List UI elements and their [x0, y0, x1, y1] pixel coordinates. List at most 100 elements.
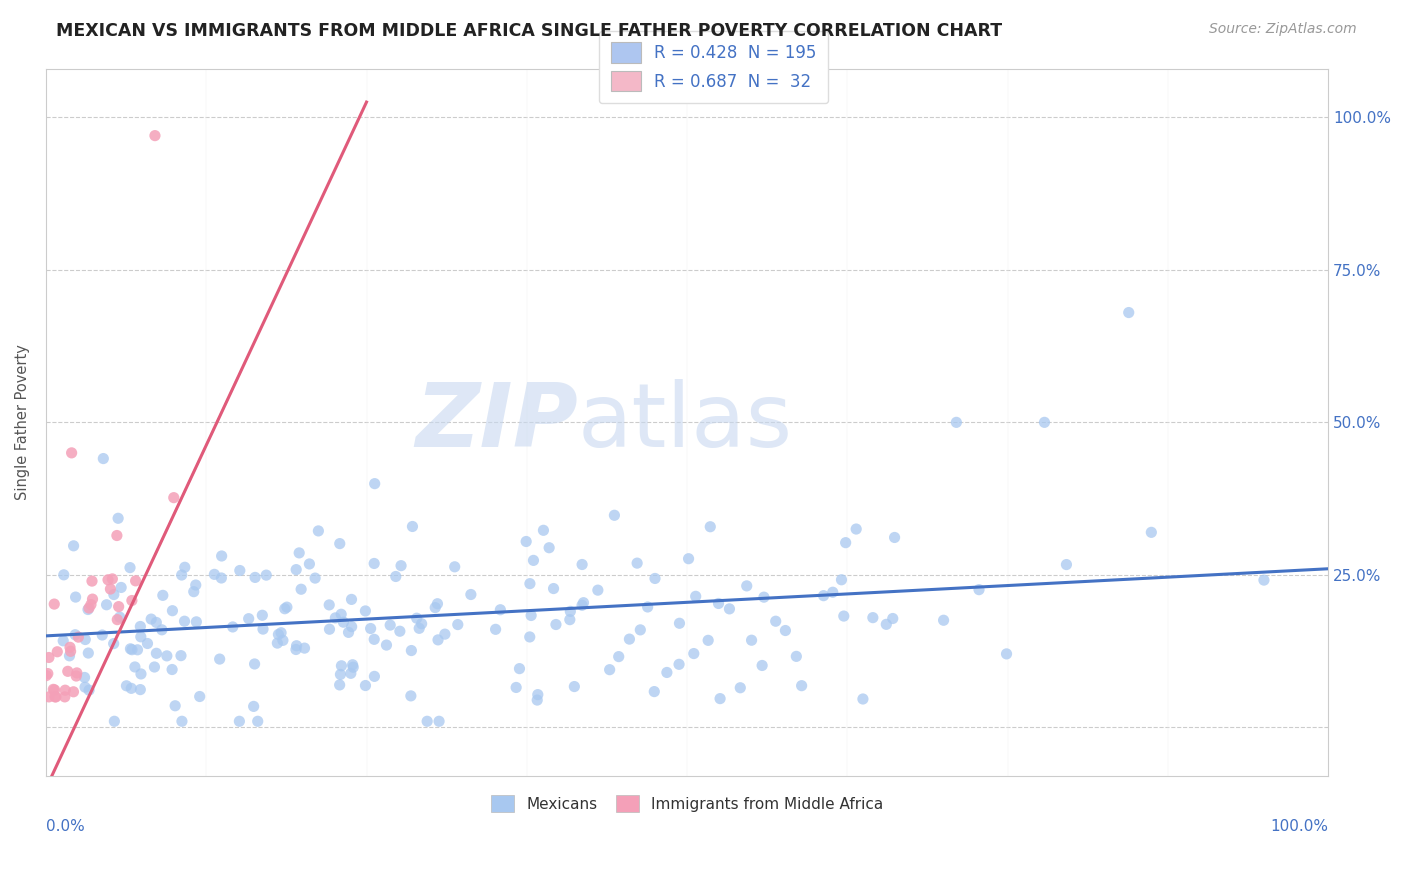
Point [862, 610, 884, 624]
Point [318, 622, 340, 636]
Point [285, 563, 308, 577]
Point [298, 557, 321, 571]
Point [325, 611, 347, 625]
Point [107, 599, 129, 614]
Point [96, 598, 118, 612]
Point [1033, 415, 1056, 429]
Point [62, 685, 84, 699]
Point [735, 579, 758, 593]
Point [875, 617, 897, 632]
Point [668, 657, 690, 672]
Point [340, 592, 363, 607]
Point [120, 681, 142, 696]
Point [65, 669, 87, 683]
Point [363, 557, 385, 571]
Point [709, 691, 731, 706]
Point [329, 678, 352, 692]
Point [967, 582, 990, 597]
Point [384, 569, 406, 583]
Point [564, 680, 586, 694]
Point [730, 681, 752, 695]
Point [932, 613, 955, 627]
Point [1054, 558, 1077, 572]
Point [150, 623, 173, 637]
Point [697, 633, 720, 648]
Point [143, 128, 166, 143]
Point [105, 613, 128, 627]
Legend: Mexicans, Immigrants from Middle Africa: Mexicans, Immigrants from Middle Africa [485, 789, 889, 818]
Point [271, 633, 294, 648]
Point [586, 583, 609, 598]
Point [416, 714, 439, 729]
Point [38, 650, 60, 665]
Point [209, 571, 232, 585]
Point [170, 714, 193, 729]
Point [599, 663, 621, 677]
Point [63, 628, 86, 642]
Point [883, 531, 905, 545]
Point [637, 599, 659, 614]
Point [401, 643, 423, 657]
Point [243, 657, 266, 671]
Point [830, 573, 852, 587]
Point [100, 582, 122, 596]
Point [643, 684, 665, 698]
Point [707, 597, 730, 611]
Point [188, 690, 211, 704]
Text: ZIP: ZIP [415, 379, 578, 466]
Point [38, 690, 60, 704]
Point [242, 699, 264, 714]
Point [284, 642, 307, 657]
Point [520, 608, 543, 623]
Point [77, 601, 100, 615]
Point [145, 646, 167, 660]
Point [186, 615, 208, 629]
Point [527, 688, 550, 702]
Point [380, 618, 402, 632]
Point [270, 625, 292, 640]
Point [44, 597, 66, 611]
Point [790, 679, 813, 693]
Point [121, 593, 143, 607]
Point [433, 627, 456, 641]
Point [533, 524, 555, 538]
Point [538, 541, 561, 555]
Point [53, 683, 76, 698]
Point [408, 621, 430, 635]
Point [91, 451, 114, 466]
Point [129, 682, 152, 697]
Point [603, 508, 626, 523]
Point [202, 567, 225, 582]
Point [294, 641, 316, 656]
Point [160, 663, 183, 677]
Point [37, 666, 59, 681]
Point [183, 584, 205, 599]
Point [136, 636, 159, 650]
Point [52, 633, 75, 648]
Point [129, 667, 152, 681]
Point [332, 615, 354, 630]
Point [1118, 305, 1140, 319]
Point [44, 690, 66, 704]
Point [460, 587, 482, 601]
Point [108, 610, 131, 624]
Point [77, 602, 100, 616]
Point [274, 601, 297, 615]
Point [411, 616, 433, 631]
Point [143, 660, 166, 674]
Point [80, 574, 103, 588]
Point [118, 560, 141, 574]
Point [103, 588, 125, 602]
Point [752, 590, 775, 604]
Point [427, 714, 450, 729]
Text: 100.0%: 100.0% [1270, 819, 1329, 834]
Point [543, 582, 565, 596]
Point [785, 649, 807, 664]
Point [304, 571, 326, 585]
Point [145, 615, 167, 630]
Point [644, 571, 666, 585]
Point [318, 598, 340, 612]
Point [170, 648, 193, 663]
Point [184, 578, 207, 592]
Point [42, 682, 65, 697]
